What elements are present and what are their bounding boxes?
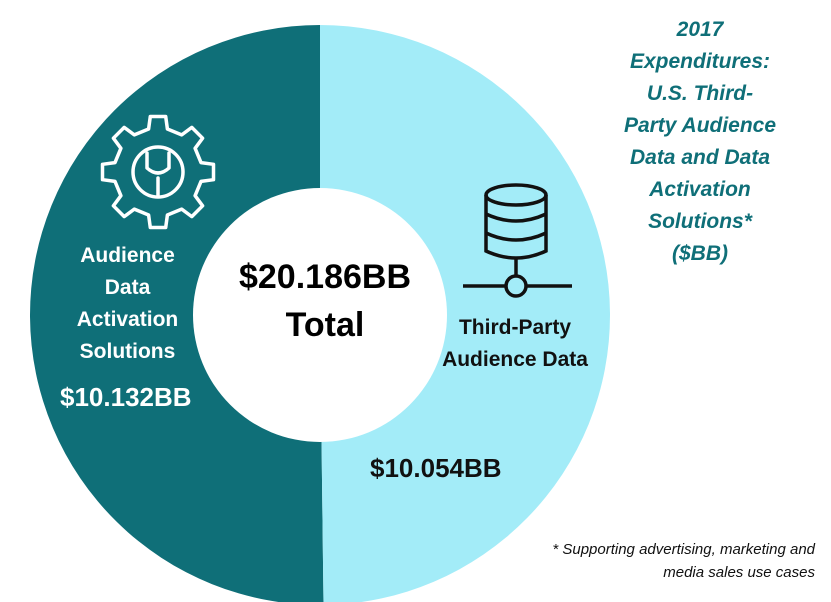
donut-hole — [193, 188, 447, 442]
footnote: * Supporting advertising, marketing and … — [470, 538, 815, 584]
footnote-line: * Supporting advertising, marketing and — [552, 541, 815, 558]
gear-wrench-icon — [100, 114, 216, 230]
total-value: $20.186BB — [238, 258, 411, 296]
chart-title: 2017 Expenditures: U.S. Third- Party Aud… — [600, 14, 800, 270]
slice-third-party-data — [320, 25, 611, 602]
chart-title-line: Party Audience — [623, 114, 777, 137]
slice-value-third-party-data: $10.054BB — [370, 453, 502, 483]
slice-label-audience-data-activation: Audience Data Activation Solutions — [76, 244, 179, 363]
database-network-icon — [463, 183, 572, 298]
slice-label-third-party-data: Third-Party Audience Data — [442, 316, 588, 371]
footnote-line: media sales use cases — [663, 564, 815, 581]
chart-title-line: Solutions* — [648, 210, 752, 233]
slice-value-audience-data-activation: $10.132BB — [60, 382, 192, 412]
chart-title-line: Data and Data — [629, 146, 771, 169]
chart-title-line: 2017 — [676, 18, 724, 41]
chart-title-line: U.S. Third- — [646, 82, 754, 105]
total-label: Total — [285, 306, 365, 344]
chart-title-line: ($BB) — [672, 242, 728, 265]
chart-title-line: Expenditures: — [629, 50, 771, 73]
chart-title-line: Activation — [649, 178, 751, 201]
